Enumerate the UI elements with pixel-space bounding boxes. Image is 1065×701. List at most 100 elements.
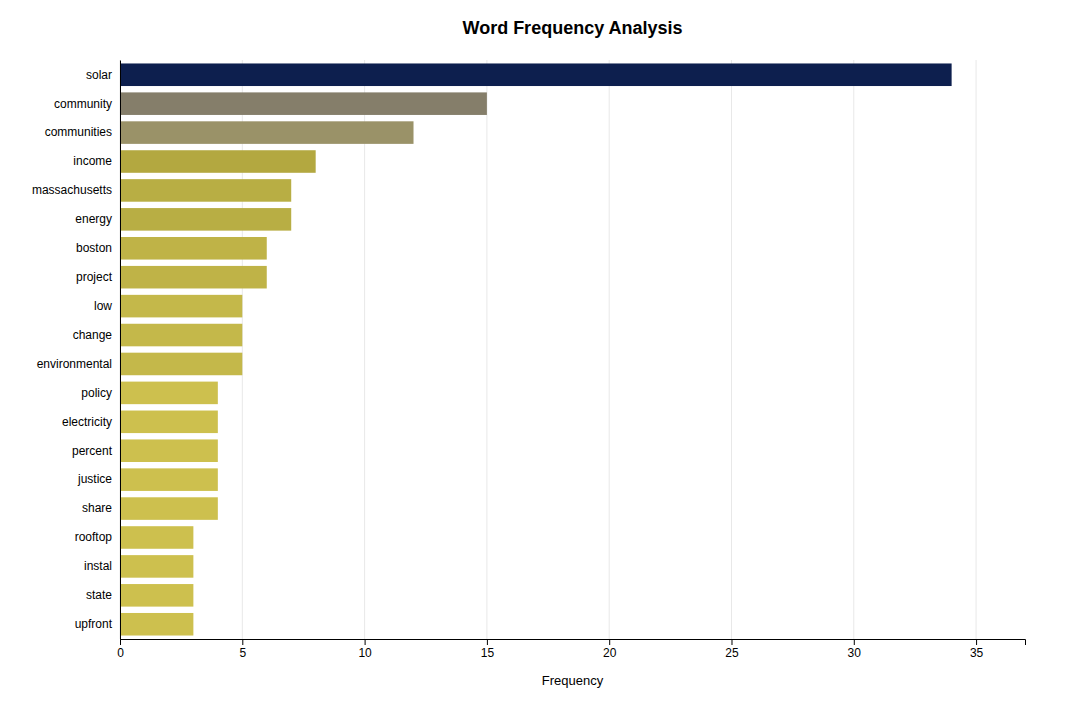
y-tick-label: solar xyxy=(86,68,112,82)
y-tick: boston xyxy=(76,241,112,255)
x-tick: 25 xyxy=(725,639,739,660)
x-tick-mark xyxy=(976,639,977,645)
y-tick-label: state xyxy=(86,588,112,602)
bar xyxy=(120,208,291,231)
x-tick: 20 xyxy=(603,639,617,660)
bar xyxy=(120,526,193,549)
y-tick: community xyxy=(54,97,112,111)
grid-line xyxy=(364,60,365,639)
y-tick: energy xyxy=(75,212,112,226)
y-tick-label: rooftop xyxy=(75,530,113,544)
bar xyxy=(120,295,242,318)
bar xyxy=(120,237,267,260)
y-tick: upfront xyxy=(75,617,113,631)
x-tick-mark xyxy=(242,639,243,645)
y-axis: upfront state instal rooftop share justice per… xyxy=(32,61,121,640)
x-tick: 35 xyxy=(970,639,984,660)
grid-line xyxy=(120,60,121,639)
y-tick: instal xyxy=(84,559,112,573)
y-tick-label: share xyxy=(82,501,112,515)
y-tick: low xyxy=(94,299,112,313)
x-tick-label: 35 xyxy=(970,646,984,660)
title: Word Frequency Analysis xyxy=(462,18,682,38)
bar xyxy=(120,382,218,405)
bar xyxy=(120,266,267,289)
bar xyxy=(120,497,218,520)
bar xyxy=(120,179,291,202)
x-tick: 30 xyxy=(848,639,862,660)
y-tick: massachusetts xyxy=(32,183,112,197)
bar xyxy=(120,324,242,347)
x-tick-label: 10 xyxy=(358,646,372,660)
bar xyxy=(120,411,218,434)
y-tick-label: change xyxy=(73,328,113,342)
bar xyxy=(120,468,218,491)
y-tick-label: communities xyxy=(45,125,112,139)
x-tick-mark xyxy=(731,639,732,645)
bar xyxy=(120,555,193,578)
x-tick-label: 0 xyxy=(117,646,124,660)
y-tick-label: low xyxy=(94,299,112,313)
x-tick-mark xyxy=(609,639,610,645)
grid-line xyxy=(976,60,977,639)
x-tick-label: 20 xyxy=(603,646,617,660)
y-tick-label: community xyxy=(54,97,112,111)
y-tick-label: boston xyxy=(76,241,112,255)
y-tick-label: policy xyxy=(81,386,112,400)
x-tick-label: 25 xyxy=(725,646,739,660)
grid-line xyxy=(486,60,487,639)
x-tick: 5 xyxy=(239,639,246,660)
x-tick-mark xyxy=(854,639,855,645)
y-tick-label: income xyxy=(73,154,112,168)
x-tick: 0 xyxy=(117,639,124,660)
y-tick: policy xyxy=(81,386,112,400)
y-tick-label: massachusetts xyxy=(32,183,112,197)
chart: 0 5 10 15 20 25 30 35 upfront state instal rooftop s… xyxy=(0,0,1065,701)
bar xyxy=(120,353,242,376)
grid-line xyxy=(242,60,243,639)
bar xyxy=(120,92,487,115)
bars xyxy=(120,63,952,635)
y-tick: environmental xyxy=(37,357,112,371)
y-tick-label: electricity xyxy=(62,415,112,429)
y-tick: rooftop xyxy=(75,530,113,544)
y-tick: percent xyxy=(72,444,113,458)
y-tick: solar xyxy=(86,68,112,82)
x-axis-title: Frequency xyxy=(542,673,604,688)
y-tick-label: instal xyxy=(84,559,112,573)
bar xyxy=(120,439,218,462)
grid-line xyxy=(731,60,732,639)
grid xyxy=(120,60,976,639)
y-tick: income xyxy=(73,154,112,168)
y-tick: communities xyxy=(45,125,112,139)
grid-line xyxy=(853,60,854,639)
y-tick: state xyxy=(86,588,112,602)
x-axis: 0 5 10 15 20 25 30 35 xyxy=(117,639,1025,660)
y-tick: justice xyxy=(77,472,112,486)
y-tick-label: justice xyxy=(77,472,112,486)
bar xyxy=(120,63,952,86)
x-tick-label: 15 xyxy=(481,646,495,660)
bar xyxy=(120,150,316,173)
y-tick: project xyxy=(76,270,113,284)
x-tick: 10 xyxy=(358,639,372,660)
x-tick-label: 5 xyxy=(239,646,246,660)
y-tick: share xyxy=(82,501,112,515)
y-tick-label: energy xyxy=(75,212,112,226)
y-tick: electricity xyxy=(62,415,112,429)
x-tick-label: 30 xyxy=(848,646,862,660)
grid-line xyxy=(609,60,610,639)
x-tick: 15 xyxy=(481,639,495,660)
y-axis-line xyxy=(120,61,121,640)
x-axis-line xyxy=(121,640,1026,646)
y-tick-label: environmental xyxy=(37,357,112,371)
y-tick-label: percent xyxy=(72,444,113,458)
x-tick-mark xyxy=(365,639,366,645)
bar xyxy=(120,121,414,144)
bar xyxy=(120,613,193,636)
plot: 0 5 10 15 20 25 30 35 upfront state instal rooftop s… xyxy=(32,60,1026,660)
x-tick-mark xyxy=(487,639,488,645)
y-tick-label: project xyxy=(76,270,113,284)
x-tick-mark xyxy=(120,639,121,645)
y-tick: change xyxy=(73,328,113,342)
